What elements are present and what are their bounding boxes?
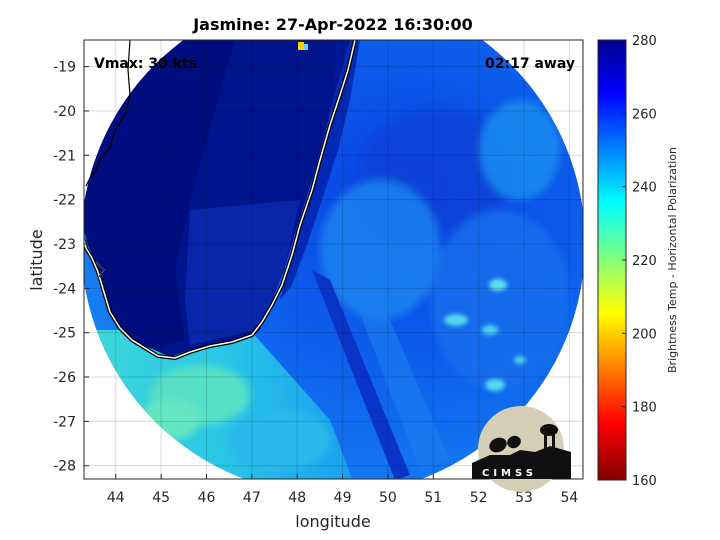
y-tick-label: -27: [53, 414, 76, 430]
time-away-annotation: 02:17 away: [485, 56, 575, 72]
x-axis-label: longitude: [295, 512, 370, 531]
y-tick-label: -21: [53, 148, 76, 164]
map-plot-area: 44 45 46 47 48 49 50 51 52 53 54 -19 -20 -21 -22 -23 -2…: [53, 39, 584, 506]
colorbar-tick-label: 260: [632, 107, 657, 122]
y-tick-label: -23: [53, 237, 76, 253]
colorbar: 280 260 240 220 200 180 160 Brightness Temp - …: [597, 34, 679, 489]
x-axis-ticks: 44 45 46 47 48 49 50 51 52 53 54: [107, 474, 578, 506]
plot-frame: [83, 39, 584, 480]
colorbar-label: Brightness Temp - Horizontal Polarizatio…: [666, 147, 679, 373]
x-tick-label: 50: [379, 490, 397, 506]
colorbar-gradient: [597, 39, 627, 481]
y-axis-label: latitude: [27, 229, 46, 290]
y-tick-label: -20: [53, 104, 76, 120]
colorbar-tick-label: 160: [632, 474, 657, 489]
cimss-logo: CIMSS: [472, 406, 571, 492]
colorbar-tick-label: 180: [632, 401, 657, 416]
y-tick-label: -28: [53, 459, 76, 475]
y-tick-label: -24: [53, 281, 76, 297]
colorbar-tick-label: 200: [632, 327, 657, 342]
y-tick-label: -19: [53, 60, 76, 76]
y-axis-ticks: -19 -20 -21 -22 -23 -24 -25 -26 -27 -28: [53, 60, 89, 475]
colorbar-tick-label: 280: [632, 34, 657, 49]
colorbar-ticks: 280 260 240 220 200 180 160: [622, 34, 657, 489]
vmax-annotation: Vmax: 30 kts: [94, 56, 197, 72]
colorbar-tick-label: 240: [632, 181, 657, 196]
x-tick-label: 51: [424, 490, 442, 506]
x-tick-label: 53: [515, 490, 533, 506]
x-tick-label: 44: [107, 490, 125, 506]
grid-lines: [84, 40, 583, 479]
x-tick-label: 49: [334, 490, 352, 506]
x-tick-label: 46: [198, 490, 216, 506]
x-tick-label: 45: [152, 490, 170, 506]
x-tick-label: 54: [560, 490, 578, 506]
y-tick-label: -26: [53, 370, 76, 386]
y-tick-label: -25: [53, 326, 76, 342]
x-tick-label: 52: [470, 490, 488, 506]
colorbar-tick-label: 220: [632, 254, 657, 269]
logo-text: CIMSS: [482, 468, 537, 479]
chart-title: Jasmine: 27-Apr-2022 16:30:00: [192, 15, 473, 34]
x-tick-label: 47: [243, 490, 261, 506]
y-tick-label: -22: [53, 193, 76, 209]
x-tick-label: 48: [288, 490, 306, 506]
coastline: [84, 40, 357, 361]
